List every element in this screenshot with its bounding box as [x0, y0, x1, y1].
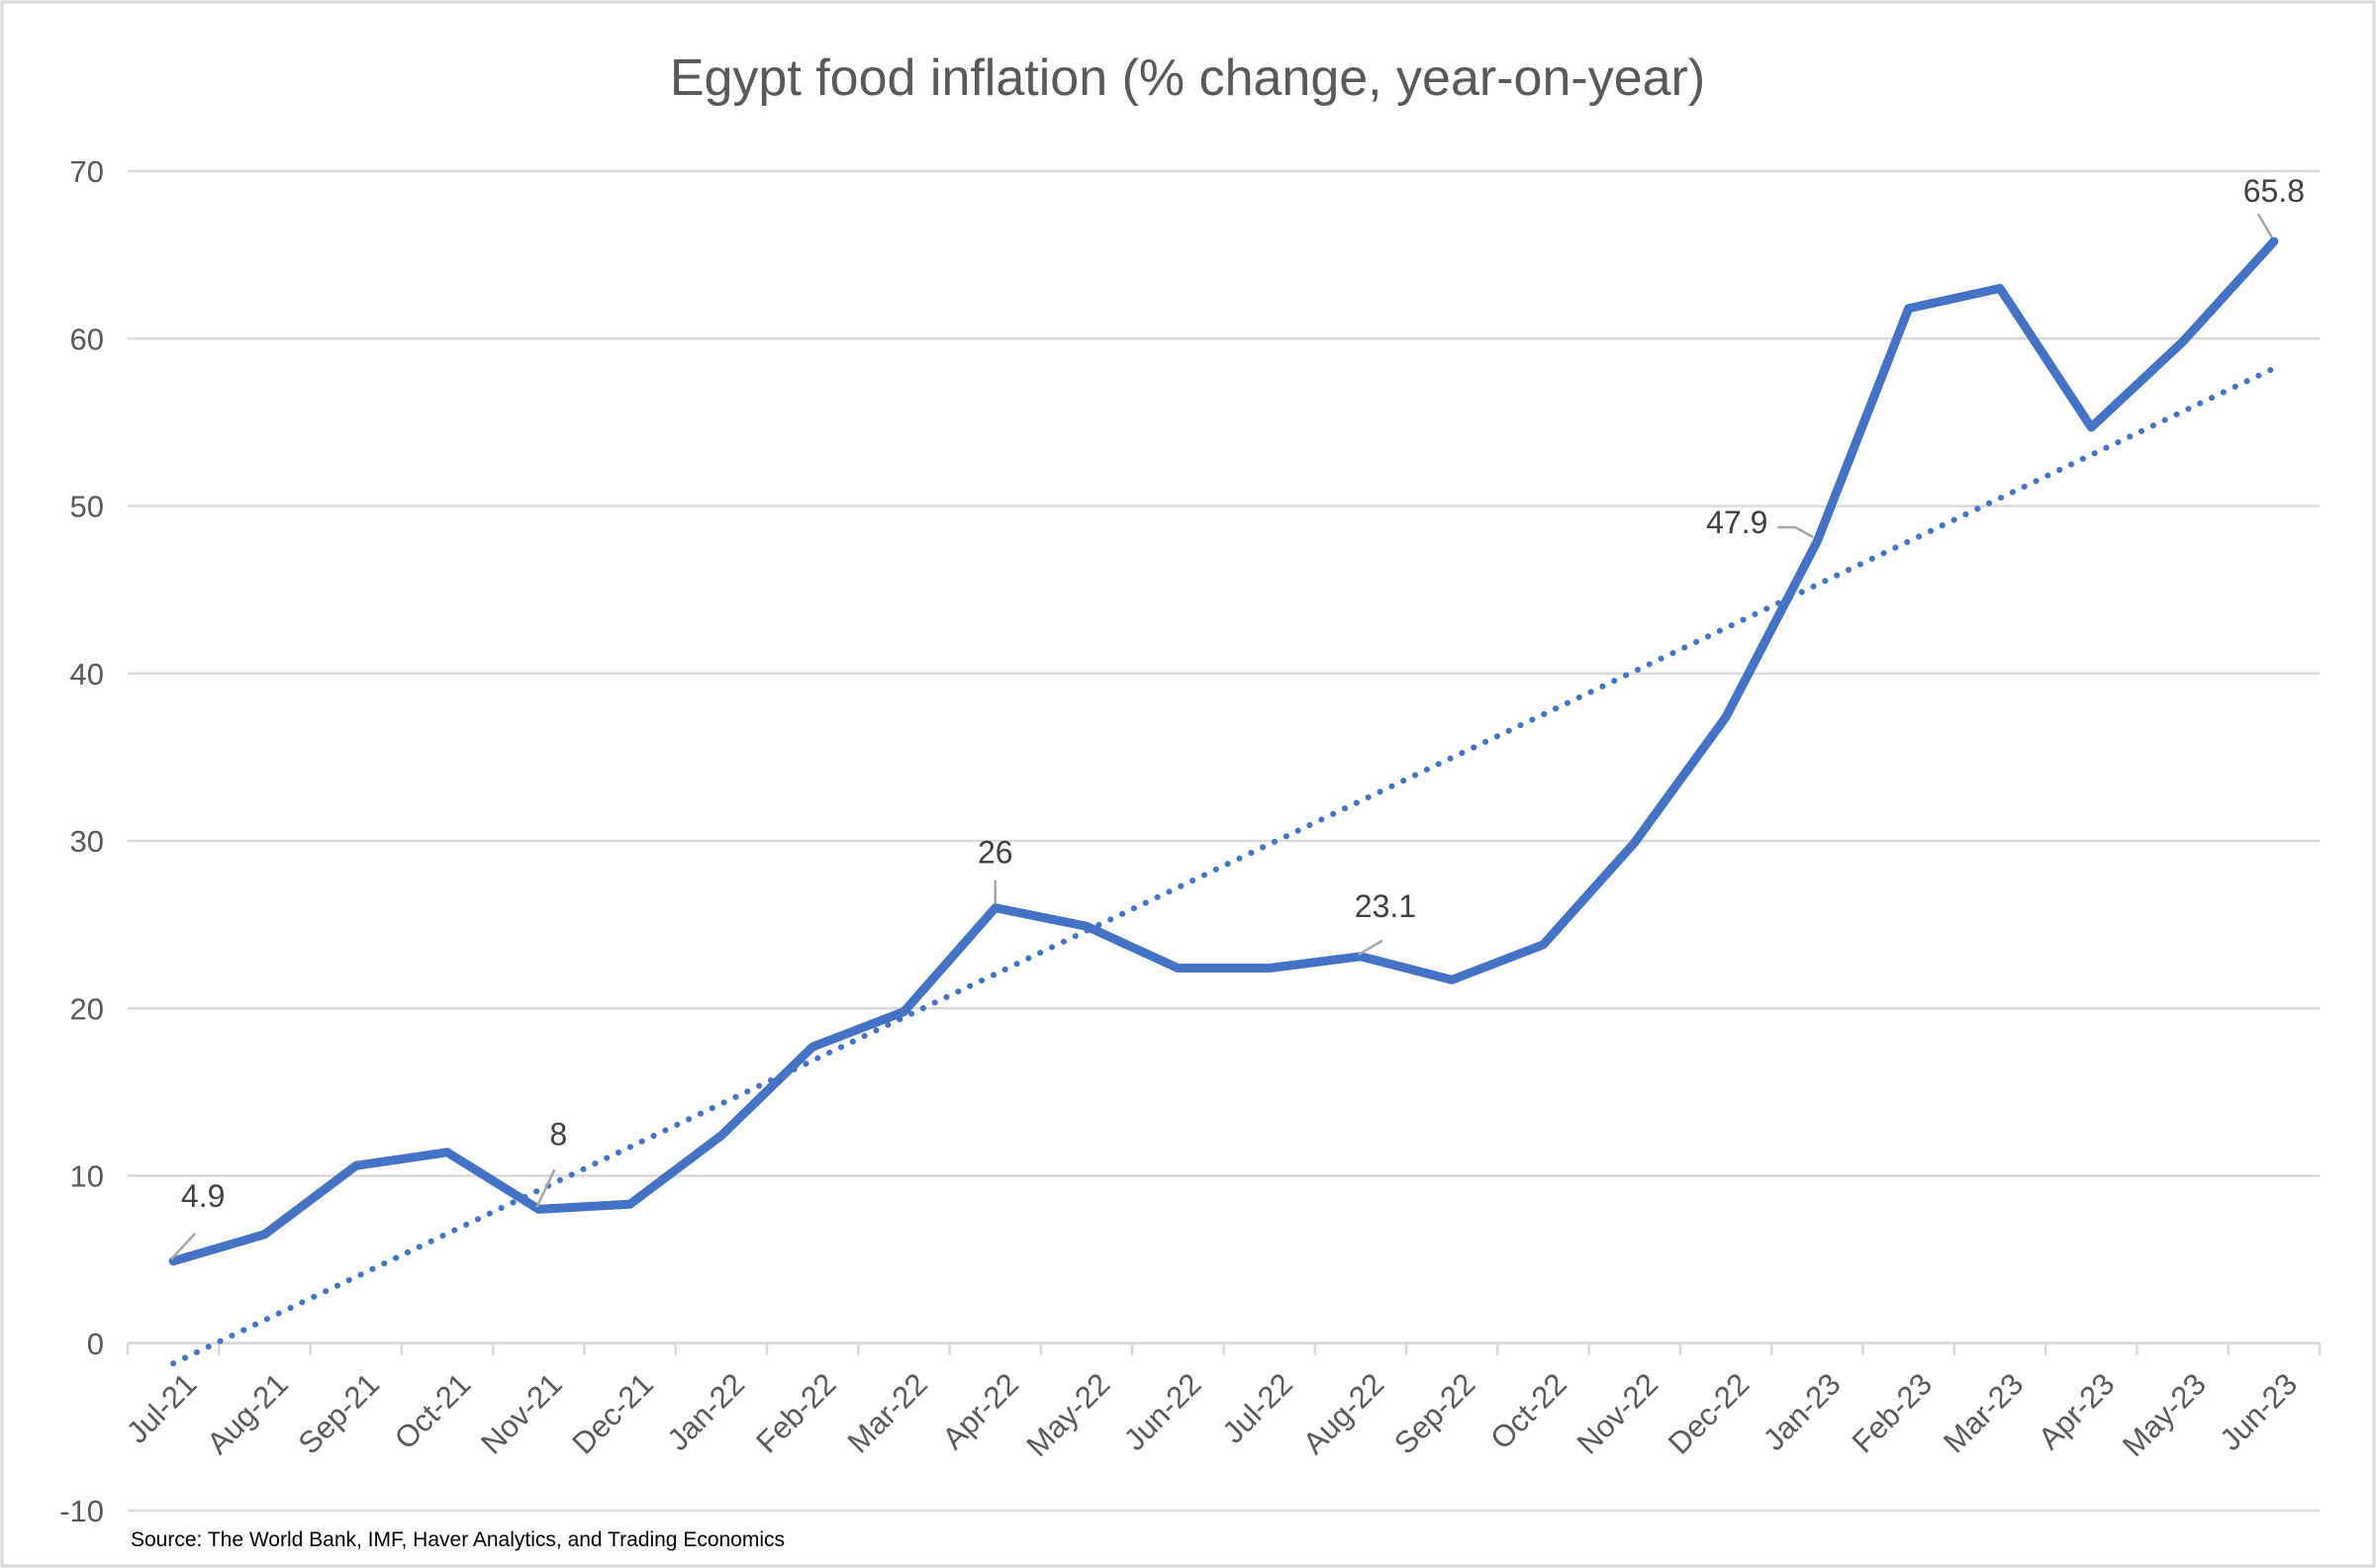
data-label: 65.8: [2243, 173, 2305, 209]
data-label: 47.9: [1706, 505, 1767, 540]
leader-line: [2256, 213, 2273, 238]
data-label: 8: [549, 1116, 567, 1152]
leader-line: [1358, 939, 1383, 956]
y-tick-label: 40: [70, 657, 104, 692]
y-tick-label: 70: [70, 154, 104, 189]
y-tick-label: 50: [70, 490, 104, 524]
source-note: Source: The World Bank, IMF, Haver Analy…: [131, 1528, 785, 1551]
y-tick-label: 10: [70, 1159, 104, 1194]
y-tick-label: 0: [87, 1327, 104, 1361]
chart-title: Egypt food inflation (% change, year-on-…: [670, 49, 1705, 107]
data-label: 4.9: [181, 1178, 225, 1214]
series-line: [168, 236, 2279, 1266]
data-label: 26: [978, 835, 1013, 871]
y-tick-label: 30: [70, 824, 104, 859]
leader-line: [535, 1168, 556, 1208]
data-label: 23.1: [1355, 888, 1416, 924]
y-tick-label: 60: [70, 322, 104, 356]
leader-line: [1777, 525, 1815, 539]
leader-line: [170, 1232, 197, 1260]
y-tick-label: 20: [70, 991, 104, 1026]
y-tick-label: -10: [59, 1494, 104, 1528]
